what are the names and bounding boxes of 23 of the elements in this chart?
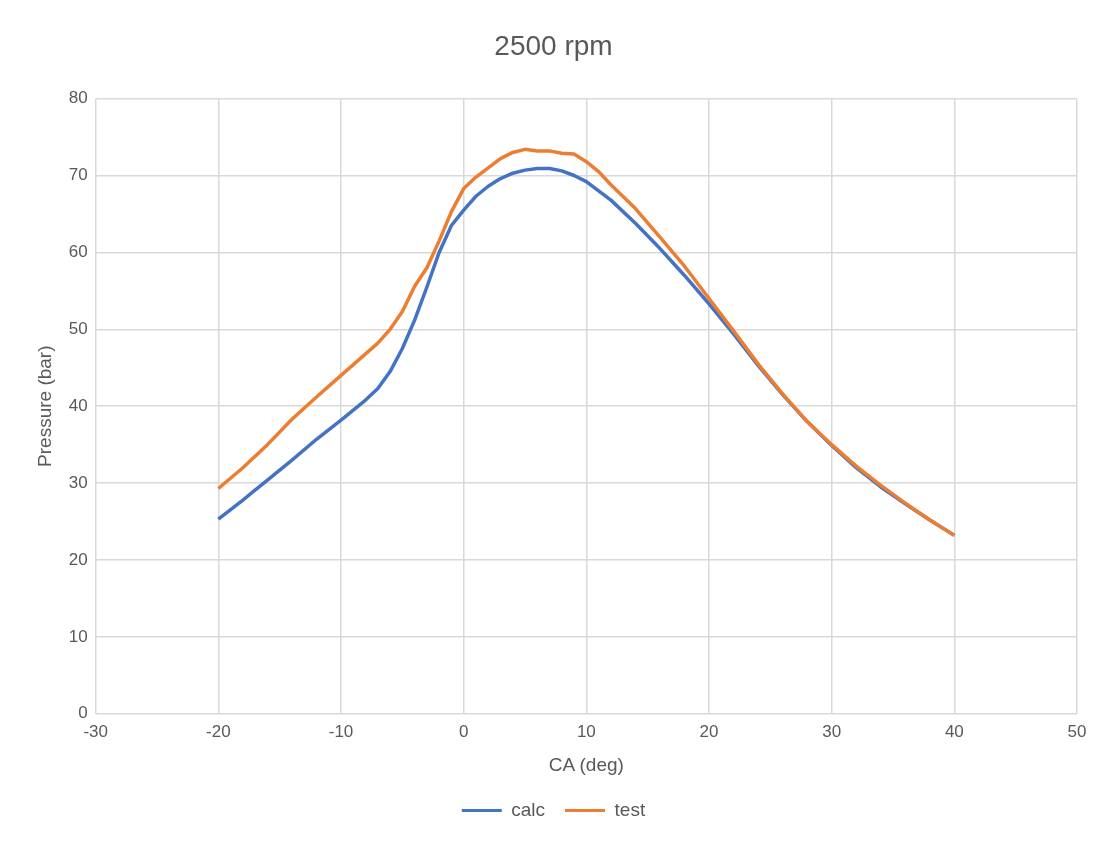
y-tick-label: 80	[68, 88, 88, 108]
x-tick-label: -30	[83, 721, 108, 741]
y-tick-label: 20	[68, 549, 88, 569]
x-tick-label: 0	[458, 721, 469, 741]
x-tick-label: 50	[1067, 721, 1087, 741]
legend-label: calc	[511, 798, 546, 820]
x-tick-label: -10	[328, 721, 354, 741]
x-tick-label: 10	[576, 721, 596, 741]
legend-label: test	[614, 798, 646, 820]
y-tick-label: 70	[68, 165, 88, 185]
y-axis-title: Pressure (bar)	[33, 345, 55, 467]
x-tick-label: 20	[699, 721, 719, 741]
x-tick-label: 40	[944, 721, 964, 741]
y-tick-label: 50	[68, 318, 88, 338]
y-tick-label: 40	[68, 395, 88, 415]
y-tick-label: 60	[68, 242, 88, 262]
chart-title: 2500 rpm	[494, 29, 613, 61]
x-tick-label: 30	[822, 721, 842, 741]
x-tick-label: -20	[206, 721, 231, 741]
y-tick-label: 10	[68, 626, 88, 646]
x-axis-title: CA (deg)	[548, 753, 624, 775]
y-tick-label: 0	[78, 703, 88, 723]
y-tick-label: 30	[68, 472, 88, 492]
